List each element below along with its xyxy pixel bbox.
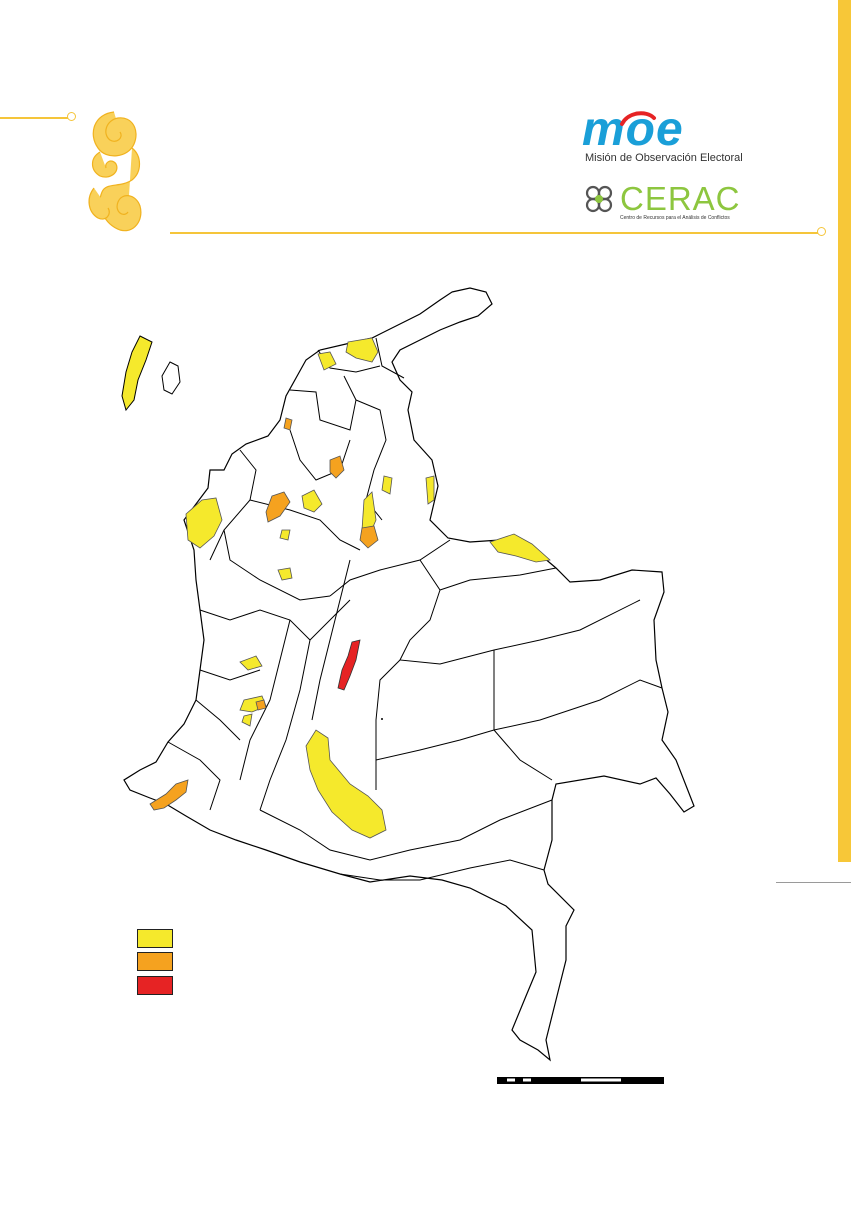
header-rule-left	[0, 117, 70, 119]
rule-ring-right	[817, 227, 826, 236]
legend-swatch-medium	[137, 952, 173, 971]
island-san-andres	[121, 335, 153, 412]
moe-swoosh-icon	[620, 111, 656, 126]
risk-areas-high	[337, 639, 361, 691]
spiral-ornament-icon	[88, 111, 142, 232]
moe-logo: moe Misión de Observación Electoral	[582, 106, 743, 168]
country-outline	[123, 287, 695, 1062]
flower-icon	[585, 185, 613, 213]
cerac-logo-subtitle: Centro de Recursos para el Análisis de C…	[620, 215, 730, 221]
cerac-logo-word: CERAC	[620, 180, 741, 217]
island-providencia	[161, 361, 181, 395]
risk-areas-low	[185, 337, 551, 839]
rule-ring-left	[67, 112, 76, 121]
risk-areas-medium	[149, 417, 379, 811]
footer-rule-right	[776, 882, 851, 883]
header-rule-main	[170, 232, 820, 234]
department-borders	[167, 337, 663, 881]
scale-bar	[497, 1077, 664, 1084]
legend-swatch-low	[137, 929, 173, 948]
legend-swatch-high	[137, 976, 173, 995]
map-dot	[381, 718, 383, 720]
accent-side-bar	[838, 0, 851, 862]
cerac-logo: CERAC Centro de Recursos para el Análisi…	[584, 182, 740, 226]
moe-logo-subtitle: Misión de Observación Electoral	[585, 152, 743, 164]
